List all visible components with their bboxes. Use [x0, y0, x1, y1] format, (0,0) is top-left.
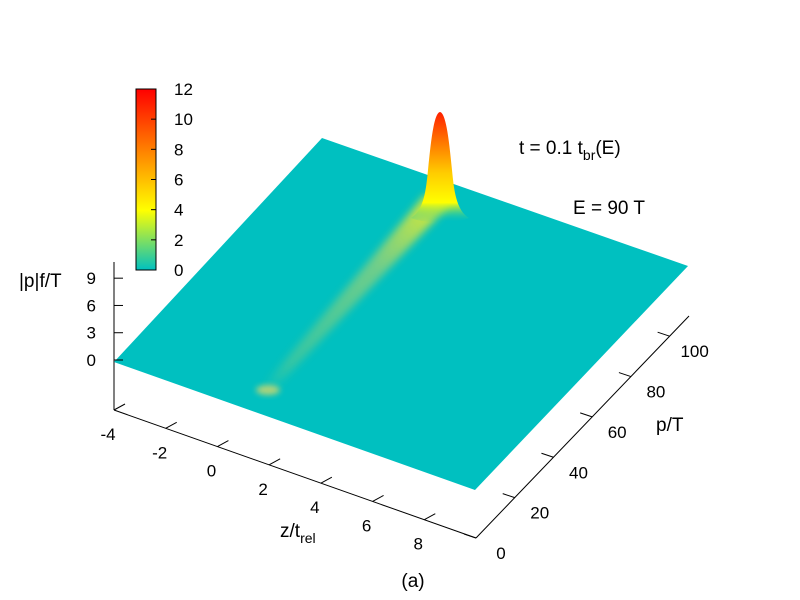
p-tick: [463, 533, 477, 539]
p-tick: [580, 412, 593, 418]
p-tick-label: 20: [530, 504, 549, 523]
surface-peak: [411, 112, 469, 223]
p-axis-line: [475, 315, 690, 539]
axis-frame: [113, 262, 690, 539]
z-axis-line: [113, 409, 477, 539]
z-tick-label: 4: [310, 498, 319, 517]
f-tick-label: 3: [87, 324, 96, 343]
z-tick: [268, 458, 281, 466]
colorbar-tick-label: 8: [174, 140, 183, 159]
z-tick: [113, 403, 126, 411]
z-tick-label: -4: [100, 425, 115, 444]
z-tick-label: -2: [152, 443, 167, 462]
z-tick-label: 2: [258, 480, 267, 499]
surface-ridge: [258, 195, 452, 396]
time-annotation-prefix: t = 0.1 t: [519, 138, 584, 159]
p-tick: [502, 493, 515, 499]
energy-annotation: E = 90 T: [573, 198, 645, 219]
time-annotation-sub: br: [583, 147, 596, 163]
f-axis-ticks: 0 3 6 9: [87, 269, 123, 370]
time-annotation-suffix: (E): [595, 138, 620, 159]
colorbar-tick-label: 10: [174, 110, 193, 129]
f-tick-label: 6: [87, 296, 96, 315]
surface: [114, 112, 688, 490]
p-tick: [657, 331, 670, 337]
surface-plane: [114, 138, 688, 490]
f-axis-label: |p|f/T: [19, 271, 62, 292]
p-tick-label: 60: [608, 423, 627, 442]
figure-caption: (a): [401, 571, 424, 592]
z-axis-label-sub: rel: [300, 530, 316, 546]
z-tick: [424, 513, 436, 521]
colorbar-ticks: 0 2 4 6 8 10 12: [151, 80, 193, 280]
p-tick: [618, 372, 632, 378]
p-axis-ticks: 0 20 40 60 80 100: [463, 331, 709, 563]
p-tick-label: 40: [569, 463, 588, 482]
p-tick-label: 80: [646, 383, 665, 402]
p-tick-label: 0: [496, 544, 505, 563]
z-axis-ticks: -4 -2 0 2 4 6 8: [100, 403, 436, 554]
colorbar-tick-label: 4: [174, 201, 183, 220]
z-tick: [217, 440, 229, 448]
z-tick: [165, 421, 177, 429]
z-axis-label-main: z/t: [280, 521, 301, 542]
time-annotation: t = 0.1 tbr(E): [519, 138, 621, 163]
z-tick: [372, 494, 384, 502]
surface-bump: [256, 385, 280, 395]
z-tick-label: 0: [207, 462, 216, 481]
colorbar: 0 2 4 6 8 10 12: [135, 80, 193, 280]
z-tick-label: 8: [414, 535, 423, 554]
f-tick-label: 9: [87, 269, 96, 288]
f-tick-label: 0: [87, 351, 96, 370]
colorbar-tick-label: 12: [174, 80, 193, 99]
p-tick: [541, 452, 554, 458]
colorbar-tick-label: 6: [174, 171, 183, 190]
p-axis-label: p/T: [656, 415, 684, 436]
p-tick-label: 100: [680, 342, 708, 361]
z-tick: [320, 476, 333, 484]
z-axis-label: z/trel: [280, 521, 316, 546]
z-tick-label: 6: [362, 516, 371, 535]
colorbar-tick-label: 0: [174, 261, 183, 280]
colorbar-tick-label: 2: [174, 231, 183, 250]
